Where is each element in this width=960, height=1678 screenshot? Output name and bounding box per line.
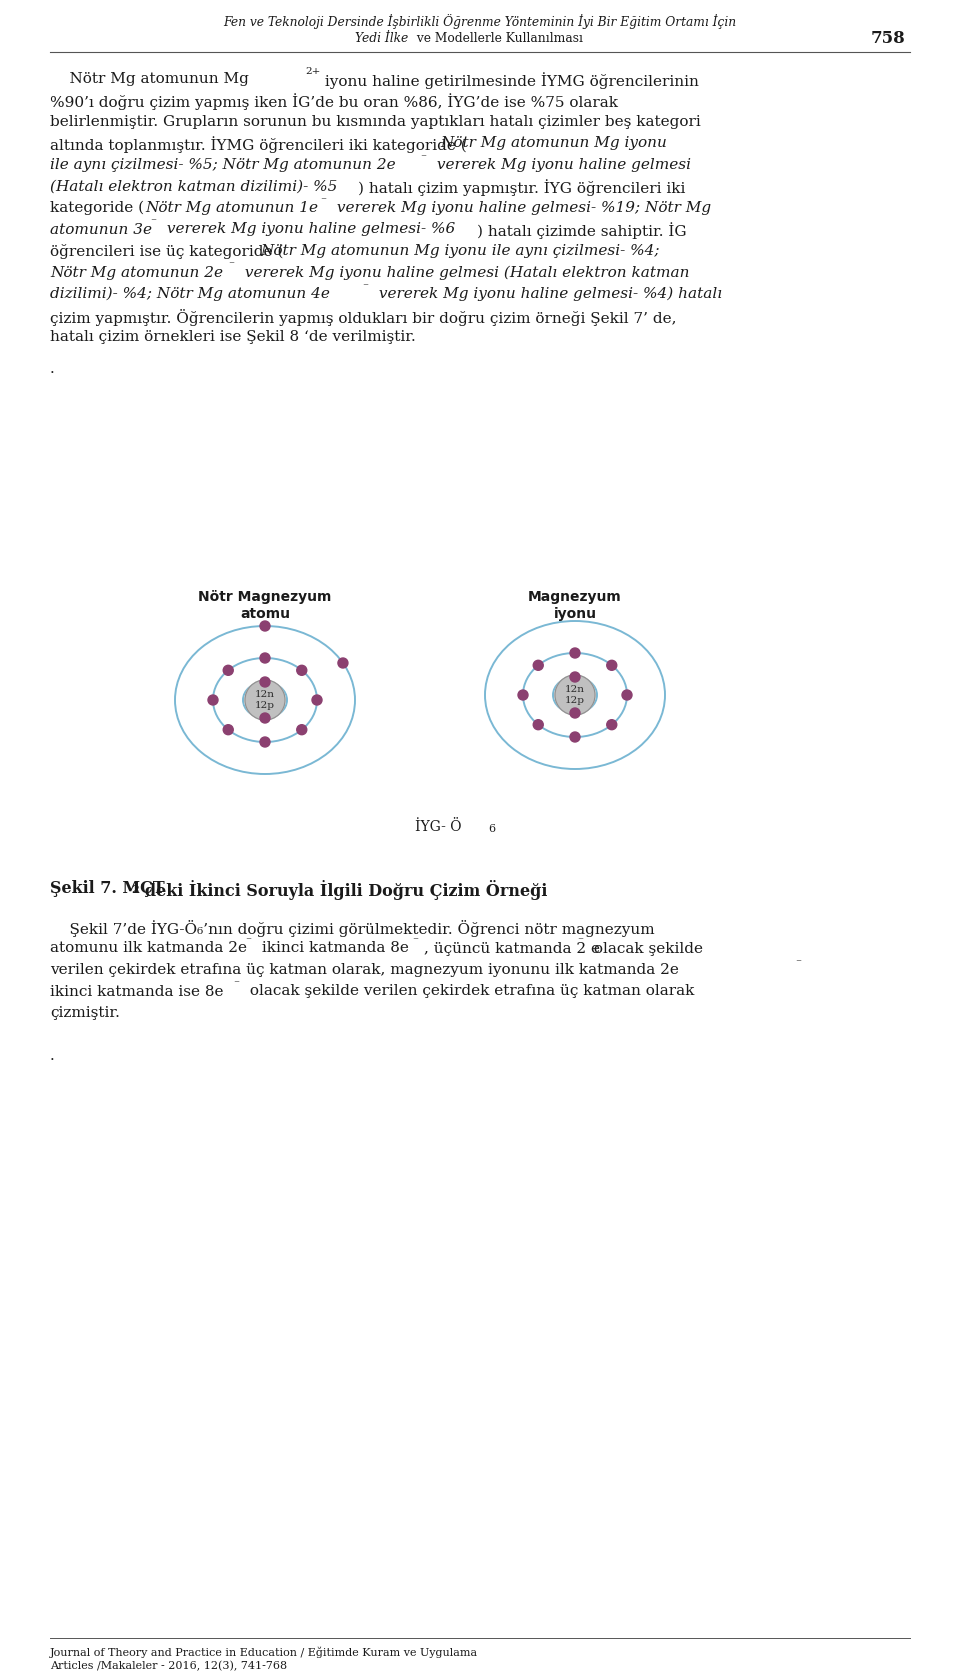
Text: Fen ve Teknoloji Dersinde İşbirlikli Öğrenme Yönteminin İyi Bir Eğitim Ortamı İç: Fen ve Teknoloji Dersinde İşbirlikli Öğr… — [224, 13, 736, 29]
Circle shape — [260, 737, 270, 747]
Text: Journal of Theory and Practice in Education / Eğitimde Kuram ve Uygulama: Journal of Theory and Practice in Educat… — [50, 1646, 478, 1658]
Text: Nötr Mg atomunun Mg iyonu: Nötr Mg atomunun Mg iyonu — [440, 136, 667, 151]
Text: atomunu ilk katmanda 2e: atomunu ilk katmanda 2e — [50, 941, 247, 955]
Text: vererek Mg iyonu haline gelmesi- %4) hatalı: vererek Mg iyonu haline gelmesi- %4) hat… — [374, 287, 722, 302]
Circle shape — [312, 695, 322, 705]
Circle shape — [338, 658, 348, 668]
Circle shape — [245, 680, 285, 720]
Text: 2+: 2+ — [305, 67, 321, 76]
Circle shape — [260, 653, 270, 663]
Text: ⁻: ⁻ — [420, 153, 426, 163]
Circle shape — [607, 720, 616, 730]
Text: ile aynı çizilmesi- %5; Nötr Mg atomunun 2e: ile aynı çizilmesi- %5; Nötr Mg atomunun… — [50, 158, 396, 173]
Text: Nötr Mg atomunun Mg iyonu ile aynı çizilmesi- %4;: Nötr Mg atomunun Mg iyonu ile aynı çizil… — [260, 243, 660, 258]
Circle shape — [533, 661, 543, 670]
Text: ) hatalı çizim yapmıştır. İYG öğrencileri iki: ) hatalı çizim yapmıştır. İYG öğrenciler… — [358, 180, 685, 196]
Circle shape — [570, 732, 580, 742]
Text: belirlenmiştir. Grupların sorunun bu kısmında yaptıkları hatalı çizimler beş kat: belirlenmiştir. Grupların sorunun bu kıs… — [50, 116, 701, 129]
Circle shape — [570, 671, 580, 681]
Text: Nötr Mg atomunun 1e: Nötr Mg atomunun 1e — [145, 201, 318, 215]
Text: ⁻: ⁻ — [150, 218, 156, 228]
Text: atomunun 3e: atomunun 3e — [50, 223, 152, 237]
Text: çizim yapmıştır. Öğrencilerin yapmış oldukları bir doğru çizim örneği Şekil 7’ d: çizim yapmıştır. Öğrencilerin yapmış old… — [50, 309, 677, 326]
Text: (Hatalı elektron katman dizilimi)- %5: (Hatalı elektron katman dizilimi)- %5 — [50, 180, 337, 193]
Text: ⁻: ⁻ — [412, 936, 419, 946]
Text: kategoride (: kategoride ( — [50, 201, 144, 215]
Text: ⁻: ⁻ — [362, 282, 368, 292]
Text: ⁻: ⁻ — [245, 936, 252, 946]
Text: 'deki İkinci Soruyla İlgili Doğru Çizim Örneği: 'deki İkinci Soruyla İlgili Doğru Çizim … — [139, 879, 547, 899]
Text: .: . — [50, 1049, 55, 1062]
Text: altında toplanmıştır. İYMG öğrencileri iki kategoride (: altında toplanmıştır. İYMG öğrencileri i… — [50, 136, 467, 153]
Text: 12n
12p: 12n 12p — [565, 685, 585, 705]
Circle shape — [607, 661, 616, 670]
Text: ⁻: ⁻ — [228, 260, 234, 270]
Text: Şekil 7. MÇT: Şekil 7. MÇT — [50, 879, 164, 898]
Circle shape — [260, 713, 270, 723]
Text: olacak şekilde verilen çekirdek etrafına üç katman olarak: olacak şekilde verilen çekirdek etrafına… — [245, 985, 694, 998]
Text: hatalı çizim örnekleri ise Şekil 8 ‘de verilmiştir.: hatalı çizim örnekleri ise Şekil 8 ‘de v… — [50, 331, 416, 344]
Circle shape — [260, 621, 270, 631]
Text: ⁻: ⁻ — [577, 936, 583, 946]
Text: olacak şekilde: olacak şekilde — [589, 941, 703, 955]
Text: Yedi İlke: Yedi İlke — [355, 32, 408, 45]
Text: İYG- Ö: İYG- Ö — [415, 821, 462, 834]
Text: vererek Mg iyonu haline gelmesi (Hatalı elektron katman: vererek Mg iyonu haline gelmesi (Hatalı … — [240, 265, 689, 280]
Text: çizmiştir.: çizmiştir. — [50, 1007, 120, 1020]
Text: 12n
12p: 12n 12p — [255, 690, 275, 710]
Text: ve Modellerle Kullanılması: ve Modellerle Kullanılması — [413, 32, 583, 45]
Circle shape — [297, 664, 307, 675]
Text: Articles /Makaleler - 2016, 12(3), 741-768: Articles /Makaleler - 2016, 12(3), 741-7… — [50, 1661, 287, 1671]
Circle shape — [224, 725, 233, 735]
Text: ) hatalı çizimde sahiptir. İG: ) hatalı çizimde sahiptir. İG — [477, 223, 686, 240]
Text: 2: 2 — [132, 884, 139, 894]
Text: Magnezyum: Magnezyum — [528, 591, 622, 604]
Circle shape — [297, 725, 307, 735]
Text: ⁻: ⁻ — [233, 980, 239, 990]
Circle shape — [224, 664, 233, 675]
Text: Nötr Magnezyum: Nötr Magnezyum — [199, 591, 332, 604]
Text: iyonu haline getirilmesinde İYMG öğrencilerinin: iyonu haline getirilmesinde İYMG öğrenci… — [320, 72, 699, 89]
Circle shape — [570, 648, 580, 658]
Text: verilen çekirdek etrafına üç katman olarak, magnezyum iyonunu ilk katmanda 2e: verilen çekirdek etrafına üç katman olar… — [50, 963, 679, 977]
Text: Nötr Mg atomunun 2e: Nötr Mg atomunun 2e — [50, 265, 223, 280]
Text: ikinci katmanda 8e: ikinci katmanda 8e — [257, 941, 409, 955]
Text: öğrencileri ise üç kategoride (: öğrencileri ise üç kategoride ( — [50, 243, 283, 258]
Circle shape — [555, 675, 595, 715]
Text: 6: 6 — [488, 824, 495, 834]
Text: vererek Mg iyonu haline gelmesi- %6: vererek Mg iyonu haline gelmesi- %6 — [162, 223, 455, 237]
Circle shape — [518, 690, 528, 700]
Text: dizilimi)- %4; Nötr Mg atomunun 4e: dizilimi)- %4; Nötr Mg atomunun 4e — [50, 287, 330, 302]
Text: %90’ı doğru çizim yapmış iken İG’de bu oran %86, İYG’de ise %75 olarak: %90’ı doğru çizim yapmış iken İG’de bu o… — [50, 94, 618, 111]
Text: iyonu: iyonu — [554, 607, 596, 621]
Text: atomu: atomu — [240, 607, 290, 621]
Circle shape — [260, 676, 270, 686]
Text: vererek Mg iyonu haline gelmesi- %19; Nötr Mg: vererek Mg iyonu haline gelmesi- %19; Nö… — [332, 201, 711, 215]
Text: Şekil 7’de İYG-Ö₆’nın doğru çizimi görülmektedir. Öğrenci nötr magnezyum: Şekil 7’de İYG-Ö₆’nın doğru çizimi görül… — [50, 920, 655, 936]
Text: ⁻: ⁻ — [320, 196, 326, 206]
Circle shape — [533, 720, 543, 730]
Text: , üçüncü katmanda 2 e: , üçüncü katmanda 2 e — [424, 941, 600, 955]
Text: Nötr Mg atomunun Mg: Nötr Mg atomunun Mg — [50, 72, 249, 86]
Text: 758: 758 — [871, 30, 905, 47]
Text: ikinci katmanda ise 8e: ikinci katmanda ise 8e — [50, 985, 224, 998]
Text: .: . — [50, 362, 55, 376]
Circle shape — [622, 690, 632, 700]
Text: ⁻: ⁻ — [795, 958, 802, 968]
Circle shape — [570, 708, 580, 718]
Circle shape — [208, 695, 218, 705]
Text: vererek Mg iyonu haline gelmesi: vererek Mg iyonu haline gelmesi — [432, 158, 691, 173]
